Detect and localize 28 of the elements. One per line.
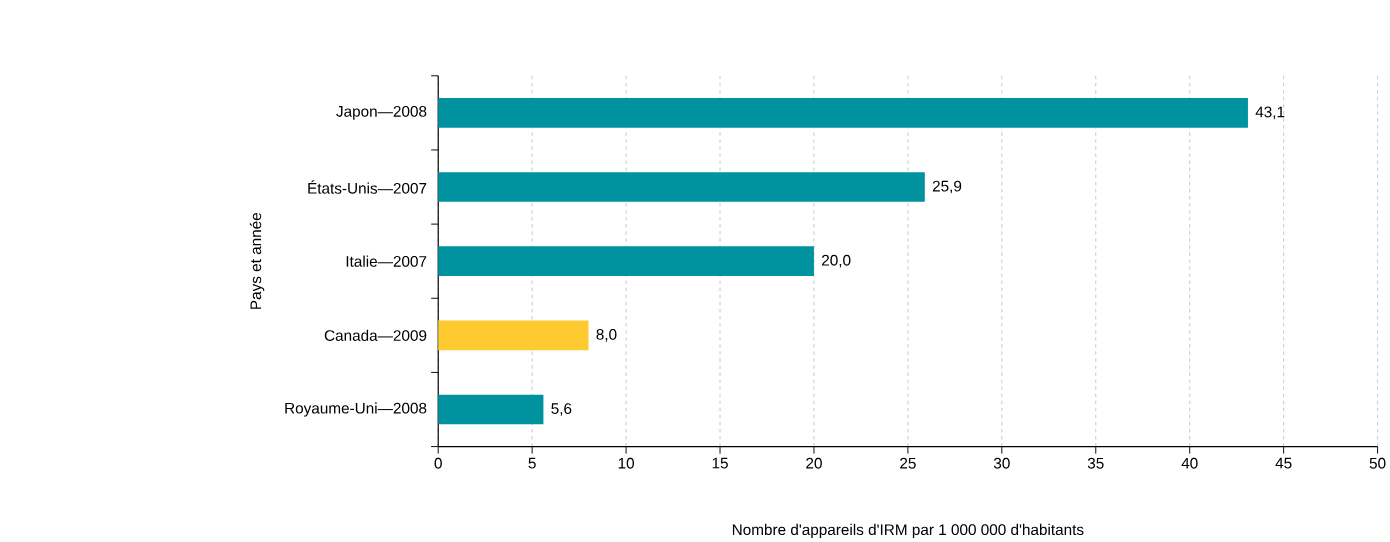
- y-tick-label: Italie—2007: [346, 255, 427, 267]
- data-label: 43,1: [1255, 106, 1285, 120]
- x-tick-label: 25: [900, 457, 916, 469]
- x-tick-label: 50: [1369, 457, 1386, 469]
- y-tick-label: Japon—2008: [336, 105, 427, 120]
- y-axis-title: Pays et année: [249, 212, 265, 309]
- x-tick-label: 15: [712, 457, 728, 469]
- x-tick-label: 35: [1087, 457, 1104, 469]
- x-axis-title: Nombre d'appareils d'IRM par 1 000 000 d'habitants: [732, 523, 1084, 539]
- x-tick-label: 45: [1275, 457, 1292, 469]
- data-label: 5,6: [551, 403, 572, 416]
- data-label: 8,0: [596, 329, 617, 342]
- x-tick-label: 10: [618, 457, 635, 469]
- data-label: 25,9: [932, 180, 962, 194]
- data-label: 20,0: [822, 254, 851, 268]
- bar: [438, 172, 925, 202]
- bar: [438, 320, 589, 351]
- x-tick-label: 30: [993, 457, 1010, 469]
- x-tick-label: 0: [434, 457, 442, 469]
- x-tick-label: 20: [806, 457, 822, 469]
- y-tick-label: États-Unis—2007: [308, 180, 427, 194]
- bar: [438, 98, 1248, 128]
- bar: [438, 246, 814, 277]
- y-tick-label: Canada—2009: [324, 329, 427, 341]
- x-tick-label: 40: [1181, 457, 1198, 469]
- bar: [438, 394, 544, 425]
- x-tick-label: 5: [528, 457, 536, 469]
- y-tick-label: Royaume-Uni—2008: [285, 402, 427, 417]
